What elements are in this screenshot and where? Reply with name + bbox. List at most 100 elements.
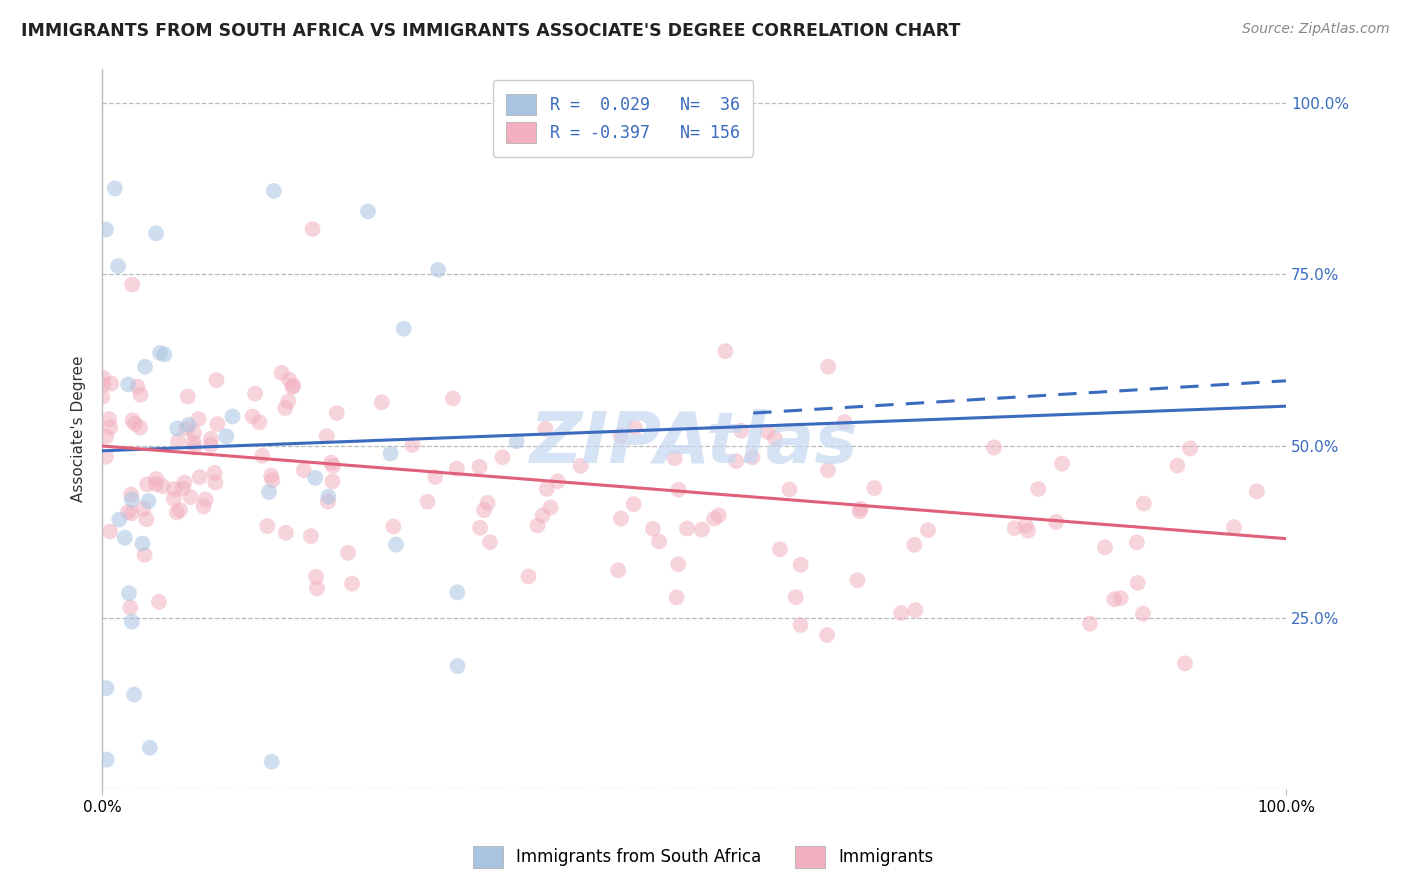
- Text: IMMIGRANTS FROM SOUTH AFRICA VS IMMIGRANTS ASSOCIATE'S DEGREE CORRELATION CHART: IMMIGRANTS FROM SOUTH AFRICA VS IMMIGRAN…: [21, 22, 960, 40]
- Point: [741, 450, 763, 465]
- Point: [167, 434, 190, 449]
- Point: [478, 535, 501, 549]
- Point: [785, 590, 807, 604]
- Point: [664, 451, 686, 466]
- Point: [135, 512, 157, 526]
- Point: [470, 521, 492, 535]
- Point: [94, 450, 117, 464]
- Point: [121, 492, 143, 507]
- Point: [531, 508, 554, 523]
- Point: [623, 421, 645, 435]
- Point: [163, 491, 186, 506]
- Point: [274, 525, 297, 540]
- Point: [120, 600, 142, 615]
- Point: [666, 558, 689, 572]
- Point: [94, 222, 117, 236]
- Point: [401, 438, 423, 452]
- Point: [534, 422, 557, 436]
- Point: [763, 431, 786, 445]
- Point: [1017, 524, 1039, 538]
- Point: [127, 379, 149, 393]
- Y-axis label: Associate's Degree: Associate's Degree: [72, 356, 86, 502]
- Point: [903, 538, 925, 552]
- Point: [166, 505, 188, 519]
- Point: [904, 603, 927, 617]
- Point: [124, 417, 146, 431]
- Point: [152, 479, 174, 493]
- Point: [665, 591, 688, 605]
- Point: [180, 490, 202, 504]
- Point: [200, 432, 222, 446]
- Point: [569, 458, 592, 473]
- Point: [526, 518, 548, 533]
- Point: [121, 413, 143, 427]
- Point: [623, 497, 645, 511]
- Point: [292, 463, 315, 477]
- Point: [176, 390, 198, 404]
- Point: [322, 458, 344, 473]
- Point: [714, 344, 737, 359]
- Point: [260, 755, 283, 769]
- Text: Source: ZipAtlas.com: Source: ZipAtlas.com: [1241, 22, 1389, 37]
- Point: [1050, 457, 1073, 471]
- Point: [789, 558, 811, 572]
- Point: [446, 659, 468, 673]
- Legend: R =  0.029   N=  36, R = -0.397   N= 156: R = 0.029 N= 36, R = -0.397 N= 156: [494, 80, 754, 157]
- Point: [1223, 520, 1246, 534]
- Point: [1132, 607, 1154, 621]
- Point: [834, 415, 856, 429]
- Point: [299, 529, 322, 543]
- Point: [91, 390, 114, 404]
- Point: [98, 412, 121, 426]
- Point: [200, 438, 222, 452]
- Point: [169, 503, 191, 517]
- Point: [1133, 496, 1156, 510]
- Point: [690, 523, 713, 537]
- Point: [194, 492, 217, 507]
- Point: [243, 386, 266, 401]
- Point: [477, 496, 499, 510]
- Point: [283, 378, 305, 392]
- Point: [134, 359, 156, 374]
- Point: [274, 401, 297, 415]
- Point: [505, 434, 527, 449]
- Point: [177, 417, 200, 432]
- Point: [139, 740, 162, 755]
- Point: [260, 468, 283, 483]
- Point: [149, 346, 172, 360]
- Point: [120, 506, 142, 520]
- Point: [278, 373, 301, 387]
- Point: [205, 373, 228, 387]
- Point: [789, 618, 811, 632]
- Point: [98, 420, 121, 434]
- Point: [122, 688, 145, 702]
- Point: [163, 482, 186, 496]
- Point: [917, 523, 939, 537]
- Point: [148, 595, 170, 609]
- Point: [100, 376, 122, 391]
- Point: [256, 519, 278, 533]
- Point: [1174, 657, 1197, 671]
- Point: [427, 263, 450, 277]
- Text: ZIPAtlas: ZIPAtlas: [530, 409, 858, 478]
- Point: [890, 606, 912, 620]
- Point: [357, 204, 380, 219]
- Point: [315, 429, 337, 443]
- Point: [305, 582, 328, 596]
- Point: [132, 501, 155, 516]
- Point: [121, 615, 143, 629]
- Point: [153, 347, 176, 361]
- Point: [425, 470, 447, 484]
- Point: [183, 426, 205, 441]
- Point: [1126, 575, 1149, 590]
- Point: [321, 475, 343, 489]
- Point: [221, 409, 243, 424]
- Point: [204, 475, 226, 490]
- Point: [277, 394, 299, 409]
- Point: [120, 487, 142, 501]
- Point: [370, 395, 392, 409]
- Point: [848, 504, 870, 518]
- Point: [204, 466, 226, 480]
- Point: [263, 184, 285, 198]
- Point: [1109, 591, 1132, 606]
